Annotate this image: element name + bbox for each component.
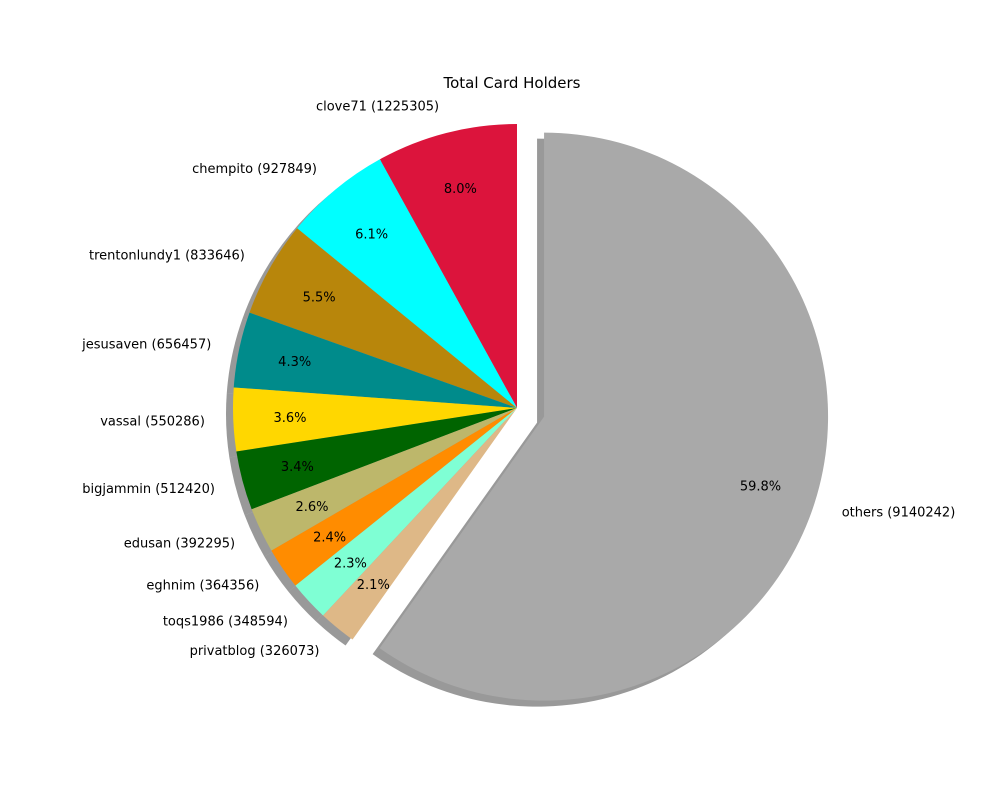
slice-label-others: others (9140242) (842, 506, 956, 521)
slice-clove71 (379, 123, 517, 408)
slice-percent-trentonlundy1: 5.5% (303, 290, 336, 305)
slice-percent-clove71: 8.0% (444, 182, 477, 197)
slice-label-toqs1986: toqs1986 (348594) (163, 614, 288, 629)
slice-label-eghnim: eghnim (364356) (146, 579, 259, 594)
slice-percent-jesusaven: 4.3% (278, 355, 311, 370)
slice-label-privatblog: privatblog (326073) (190, 644, 320, 659)
slice-privatblog (323, 408, 517, 640)
slice-label-bigjammin: bigjammin (512420) (82, 482, 215, 497)
slice-percent-chempito: 6.1% (355, 228, 388, 243)
pie-slices (232, 123, 829, 701)
slice-label-jesusaven: jesusaven (656457) (81, 338, 211, 353)
slice-eghnim (271, 408, 517, 586)
slice-percent-eghnim: 2.4% (313, 531, 346, 546)
slice-jesusaven (233, 312, 518, 408)
slice-labels: clove71 (1225305) 8.0% chempito (927849) 6.… (81, 100, 955, 660)
slice-others (379, 132, 829, 701)
slice-label-chempito: chempito (927849) (192, 162, 317, 177)
slice-toqs1986 (295, 408, 517, 616)
chart-title: Total Card Holders (442, 74, 580, 92)
slice-label-vassal: vassal (550286) (100, 415, 205, 430)
slice-percent-edusan: 2.6% (295, 500, 328, 515)
slice-percent-others: 59.8% (740, 480, 781, 495)
slice-percent-toqs1986: 2.3% (334, 557, 367, 572)
slice-chempito (297, 159, 517, 408)
slice-percent-vassal: 3.6% (273, 411, 306, 426)
slice-label-trentonlundy1: trentonlundy1 (833646) (89, 248, 245, 263)
slice-label-edusan: edusan (392295) (124, 537, 235, 552)
slice-bigjammin (236, 408, 518, 510)
slice-percent-bigjammin: 3.4% (281, 460, 314, 475)
slice-trentonlundy1 (249, 228, 518, 408)
slice-percent-privatblog: 2.1% (357, 578, 390, 593)
slice-edusan (251, 408, 518, 551)
slice-vassal (232, 387, 517, 452)
slice-label-clove71: clove71 (1225305) (316, 100, 439, 115)
